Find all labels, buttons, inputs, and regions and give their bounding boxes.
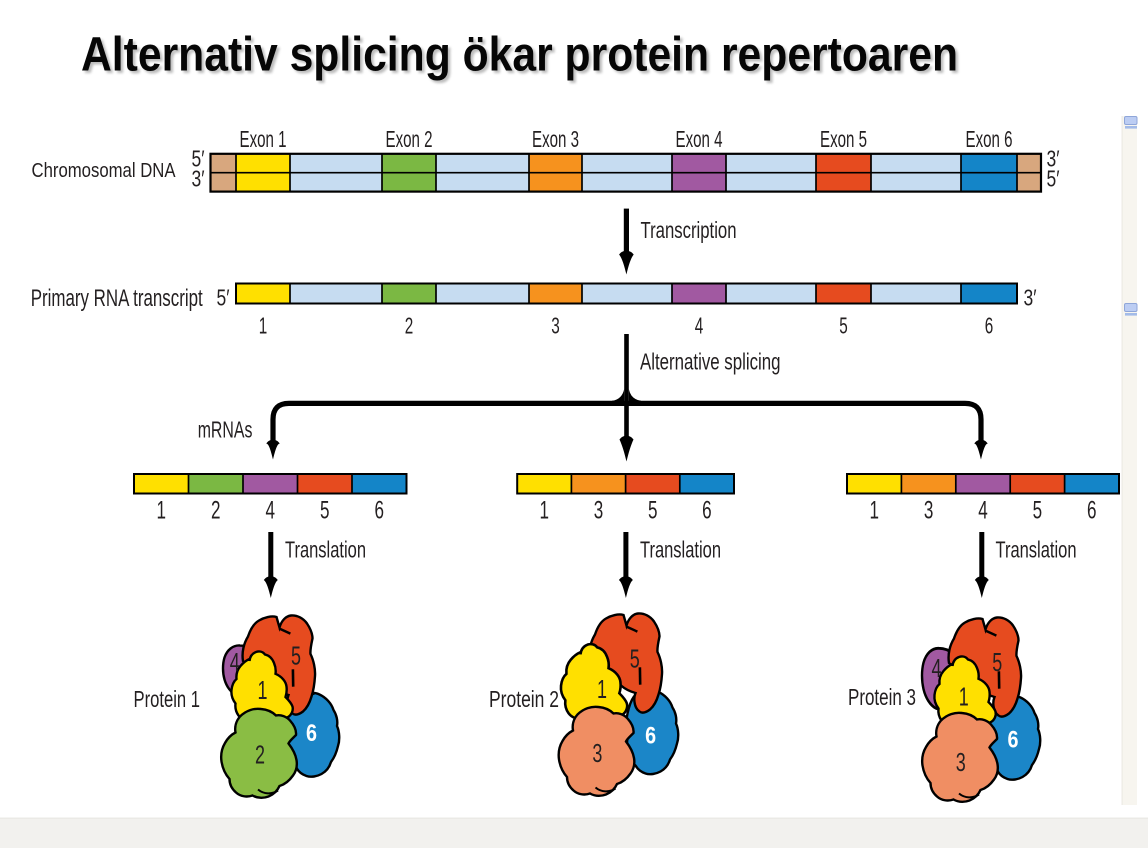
svg-text:3: 3 [956,747,966,777]
svg-text:5: 5 [839,313,848,339]
svg-text:Protein 2: Protein 2 [489,686,559,712]
svg-text:Exon 2: Exon 2 [386,126,433,152]
svg-text:6: 6 [1087,497,1097,525]
svg-text:6: 6 [702,497,712,525]
svg-text:Alternativ splicing ökar prote: Alternativ splicing ökar protein reperto… [84,30,961,84]
svg-text:4: 4 [695,313,704,339]
svg-text:Alternativ splicing ökar prote: Alternativ splicing ökar protein reperto… [81,28,958,82]
svg-text:5: 5 [630,644,640,674]
svg-text:3′: 3′ [1047,146,1060,172]
svg-text:2: 2 [211,497,221,525]
svg-text:6: 6 [375,497,385,525]
svg-text:Exon 4: Exon 4 [676,126,723,152]
svg-text:6: 6 [985,313,994,339]
svg-text:5: 5 [320,497,330,525]
svg-text:1: 1 [540,497,550,525]
svg-text:Exon 6: Exon 6 [966,126,1013,152]
svg-text:6: 6 [306,720,317,747]
svg-text:4: 4 [266,497,276,525]
svg-text:Translation: Translation [640,537,721,563]
svg-text:4: 4 [978,497,988,525]
svg-text:1: 1 [259,313,268,339]
svg-text:Protein 1: Protein 1 [134,686,201,712]
svg-text:3: 3 [592,738,602,768]
svg-text:3: 3 [551,313,560,339]
svg-text:Chromosomal DNA: Chromosomal DNA [32,160,177,182]
svg-text:4: 4 [230,647,240,677]
svg-text:Alternative splicing: Alternative splicing [640,348,781,374]
svg-text:5: 5 [1033,497,1043,525]
svg-text:4: 4 [932,653,942,683]
svg-text:3′: 3′ [1024,285,1037,311]
svg-text:Translation: Translation [285,537,366,563]
svg-text:Transcription: Transcription [641,217,737,243]
svg-text:3: 3 [924,497,934,525]
svg-text:mRNAs: mRNAs [198,417,253,443]
svg-text:5′: 5′ [1047,166,1060,192]
svg-text:2: 2 [255,740,265,770]
svg-text:1: 1 [157,497,167,525]
svg-text:Exon 5: Exon 5 [820,126,867,152]
svg-text:1: 1 [597,674,607,704]
svg-text:Translation: Translation [996,537,1077,563]
svg-text:Exon 1: Exon 1 [240,126,287,152]
svg-text:3′: 3′ [192,166,205,192]
svg-text:1: 1 [258,675,268,705]
svg-text:6: 6 [645,723,656,750]
svg-text:2: 2 [405,313,414,339]
svg-text:Primary RNA transcript: Primary RNA transcript [31,285,203,312]
svg-text:1: 1 [959,681,969,711]
svg-text:Protein 3: Protein 3 [848,684,916,710]
svg-text:5′: 5′ [192,146,205,172]
svg-text:5: 5 [648,497,658,525]
svg-text:Exon 3: Exon 3 [532,126,579,152]
svg-text:5: 5 [291,640,301,670]
svg-text:1: 1 [869,497,879,525]
svg-text:6: 6 [1008,727,1019,754]
svg-text:5: 5 [992,647,1002,677]
svg-text:5′: 5′ [217,285,230,311]
svg-text:3: 3 [594,497,604,525]
